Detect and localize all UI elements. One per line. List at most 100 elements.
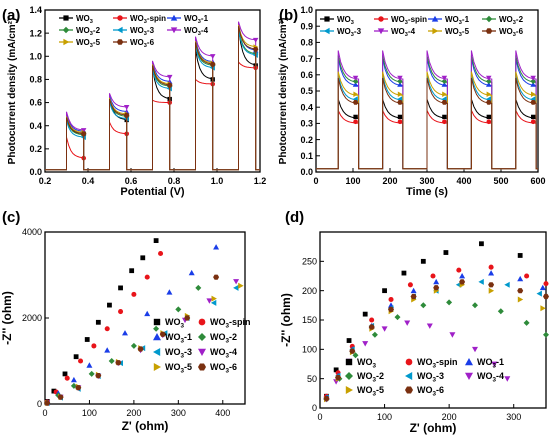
marker [368, 324, 375, 330]
marker [432, 27, 439, 35]
legend-label: WO3-1 [184, 14, 209, 25]
marker [353, 119, 358, 125]
y-tick-label: 0.0 [300, 167, 313, 177]
marker [431, 15, 439, 22]
series-points [44, 244, 220, 405]
marker [378, 16, 384, 22]
marker [198, 348, 206, 356]
legend-label: WO3-6 [130, 38, 155, 49]
marker [488, 270, 495, 276]
legend-label: WO3-2 [357, 371, 384, 383]
marker [543, 293, 549, 300]
marker [405, 372, 413, 380]
marker [117, 15, 123, 21]
marker [397, 100, 403, 105]
marker [75, 385, 82, 391]
x-tick-label: 0.8 [168, 176, 181, 186]
legend-label: WO3-2 [210, 332, 237, 344]
legend-item: WO3-spin [405, 357, 458, 369]
marker [91, 343, 97, 349]
marker [388, 296, 394, 302]
marker [394, 314, 401, 321]
y-tick-label: 0.1 [300, 151, 313, 161]
marker [539, 284, 546, 291]
legend-label: WO3-3 [417, 371, 444, 383]
marker [478, 278, 484, 285]
x-tick-label: 300 [171, 408, 186, 418]
marker [486, 75, 492, 81]
legend-item: WO3-6 [482, 27, 524, 38]
marker [118, 309, 124, 315]
marker [362, 341, 369, 347]
y-tick-label: 0.0 [29, 167, 42, 177]
marker [486, 114, 491, 120]
legend-item: WO3-2 [59, 26, 101, 37]
marker [441, 78, 448, 84]
x-tick-label: 200 [382, 176, 397, 186]
x-tick-label: 500 [493, 176, 508, 186]
x-tick-label: 200 [126, 408, 141, 418]
legend-label: WO3-6 [210, 362, 237, 374]
marker [210, 62, 216, 67]
marker [63, 38, 70, 46]
marker [195, 284, 202, 291]
y-tick-label: 0.8 [300, 38, 313, 48]
legend-item: WO3-4 [198, 347, 237, 359]
y-tick-label: 0.5 [300, 86, 313, 96]
x-tick-label: 200 [442, 412, 457, 422]
y-tick-label: 150 [302, 315, 317, 325]
legend-item: WO3-5 [59, 38, 101, 49]
marker [388, 306, 394, 312]
series-points [324, 281, 546, 403]
marker [459, 279, 466, 285]
marker [345, 358, 353, 366]
series-line [316, 50, 538, 170]
marker [153, 325, 160, 332]
marker [404, 320, 411, 326]
marker [104, 326, 110, 332]
marker [88, 370, 95, 377]
legend-item: WO3-3 [113, 26, 155, 37]
legend-item: WO3-2 [198, 332, 237, 344]
y-tick-label: 0.2 [29, 144, 42, 154]
legend-label: WO3-4 [210, 347, 237, 359]
marker [153, 238, 159, 243]
marker [536, 290, 542, 297]
marker [371, 331, 378, 338]
marker [95, 319, 101, 325]
legend-label: WO3 [76, 14, 93, 25]
legend-item: WO3-spin [113, 14, 166, 25]
marker [353, 91, 359, 97]
marker [543, 281, 549, 287]
marker [405, 386, 413, 394]
legend-item: WO3-1 [167, 14, 209, 25]
legend-item: WO3-1 [465, 357, 504, 369]
marker [459, 273, 466, 279]
legend-item: WO3-6 [198, 362, 237, 374]
marker [170, 14, 178, 21]
marker [465, 372, 473, 380]
marker [456, 267, 462, 273]
series-line [316, 77, 538, 170]
marker [401, 270, 407, 276]
marker [206, 298, 213, 304]
marker [486, 119, 492, 125]
y-tick-label: 250 [302, 256, 317, 266]
legend-label: WO3-4 [184, 26, 209, 37]
series-points [44, 274, 220, 406]
marker [345, 386, 353, 394]
series-line [45, 26, 260, 171]
marker [233, 284, 239, 291]
x-tick-label: 1.0 [211, 176, 224, 186]
y-tick-label: 0.3 [300, 119, 313, 129]
marker [486, 81, 492, 87]
x-tick-label: 100 [345, 176, 360, 186]
marker [159, 331, 166, 337]
panel-label: (c) [2, 209, 20, 226]
legend-item: WO3-1 [153, 332, 192, 344]
y-tick-label: 0 [312, 403, 317, 413]
marker [78, 358, 84, 364]
marker [44, 400, 51, 406]
y-tick-label: 0.6 [300, 70, 313, 80]
